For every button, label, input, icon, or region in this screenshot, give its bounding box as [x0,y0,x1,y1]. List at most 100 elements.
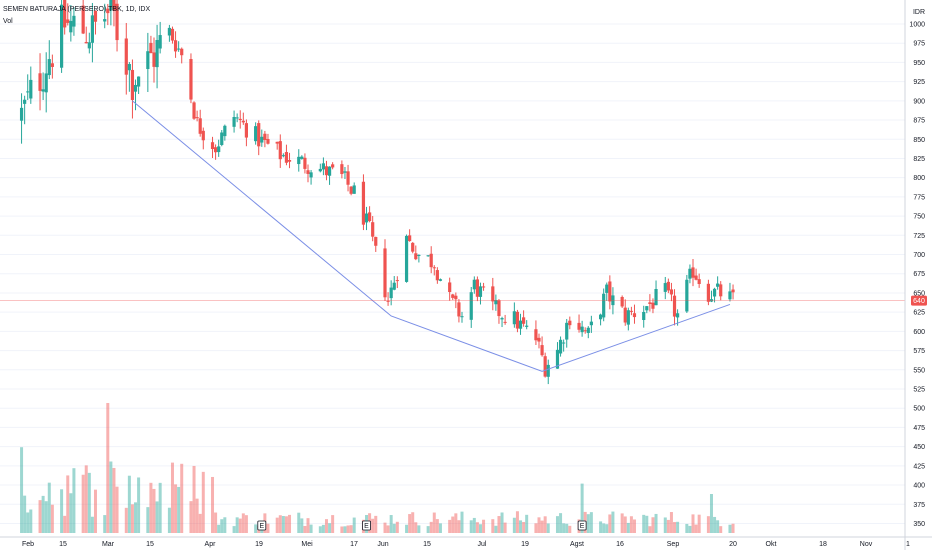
candle[interactable] [281,153,285,158]
candle[interactable] [192,101,196,120]
candle[interactable] [632,304,637,324]
candle[interactable] [404,234,409,283]
candle[interactable] [103,3,107,29]
candle[interactable] [343,166,347,180]
candle[interactable] [429,246,433,274]
candle[interactable] [232,110,236,133]
candle[interactable] [284,144,289,166]
candle[interactable] [371,216,375,242]
candlesticks[interactable] [19,0,735,385]
candle[interactable] [414,245,418,261]
candle[interactable] [69,4,73,42]
candle[interactable] [712,287,717,303]
candle[interactable] [146,32,150,93]
candle[interactable] [451,293,455,300]
candle[interactable] [515,309,520,333]
candle[interactable] [90,2,94,63]
candle[interactable] [257,120,261,156]
candle[interactable] [87,32,91,54]
candle[interactable] [500,316,504,328]
candle[interactable] [620,295,624,308]
candle[interactable] [217,139,221,157]
candle[interactable] [201,127,205,150]
earnings-event-marker[interactable]: E [257,520,267,531]
candle[interactable] [540,336,544,357]
candle[interactable] [346,164,350,192]
candle[interactable] [392,276,396,291]
candle[interactable] [537,333,541,349]
candle[interactable] [555,342,560,369]
candle[interactable] [321,157,325,176]
candle[interactable] [503,314,507,325]
candle[interactable] [297,149,301,172]
candle[interactable] [306,164,310,183]
earnings-event-marker[interactable]: E [577,520,587,531]
candle[interactable] [19,93,24,144]
candle[interactable] [324,160,329,181]
candle[interactable] [562,339,566,352]
candle[interactable] [475,276,479,302]
price-axis[interactable]: 1000 975 950 925 900 875 850 825 800 775 750 725 700… [904,0,925,550]
candle[interactable] [691,259,695,287]
candle[interactable] [195,110,199,122]
candle[interactable] [599,313,603,326]
candle[interactable] [654,280,658,306]
candle[interactable] [220,129,224,147]
candle[interactable] [583,327,587,334]
candle[interactable] [158,21,162,54]
candle[interactable] [170,26,175,44]
candle[interactable] [460,311,464,323]
candle[interactable] [685,274,689,313]
candle[interactable] [112,0,116,27]
candle[interactable] [389,280,393,306]
candle[interactable] [287,152,292,169]
candle[interactable] [93,10,98,35]
candle[interactable] [697,273,701,288]
candle[interactable] [198,109,202,137]
candle[interactable] [534,320,538,345]
candle[interactable] [303,153,307,174]
candle[interactable] [352,182,356,194]
candle[interactable] [546,359,550,385]
candle[interactable] [374,236,378,252]
candle[interactable] [41,72,45,101]
candle[interactable] [189,53,193,104]
candle[interactable] [133,79,138,111]
candle[interactable] [448,277,452,301]
candle[interactable] [426,255,430,257]
candle[interactable] [589,315,593,333]
candle[interactable] [84,26,88,44]
candle[interactable] [60,0,64,73]
candle[interactable] [457,299,461,323]
candle[interactable] [214,144,218,160]
candle[interactable] [63,0,67,35]
candle[interactable] [580,320,584,337]
candle[interactable] [525,320,529,330]
candle[interactable] [688,264,692,284]
candle[interactable] [167,24,171,42]
candle[interactable] [497,299,501,324]
candle[interactable] [368,206,372,223]
candle[interactable] [648,294,652,312]
candle[interactable] [626,307,630,331]
candle[interactable] [173,31,178,58]
candle[interactable] [152,37,156,83]
candle[interactable] [623,299,627,326]
candle[interactable] [602,288,606,322]
candle[interactable] [605,282,609,301]
candle[interactable] [522,310,526,327]
candle[interactable] [266,133,270,145]
candle[interactable] [263,130,267,148]
candle[interactable] [349,186,353,196]
candle[interactable] [472,276,476,294]
candle[interactable] [518,313,523,335]
candle[interactable] [386,292,390,306]
candle[interactable] [38,53,42,111]
candle[interactable] [629,306,633,316]
candle[interactable] [47,40,51,80]
candle[interactable] [331,162,335,170]
candle[interactable] [408,229,412,242]
candle[interactable] [577,314,581,333]
candle[interactable] [586,326,590,339]
